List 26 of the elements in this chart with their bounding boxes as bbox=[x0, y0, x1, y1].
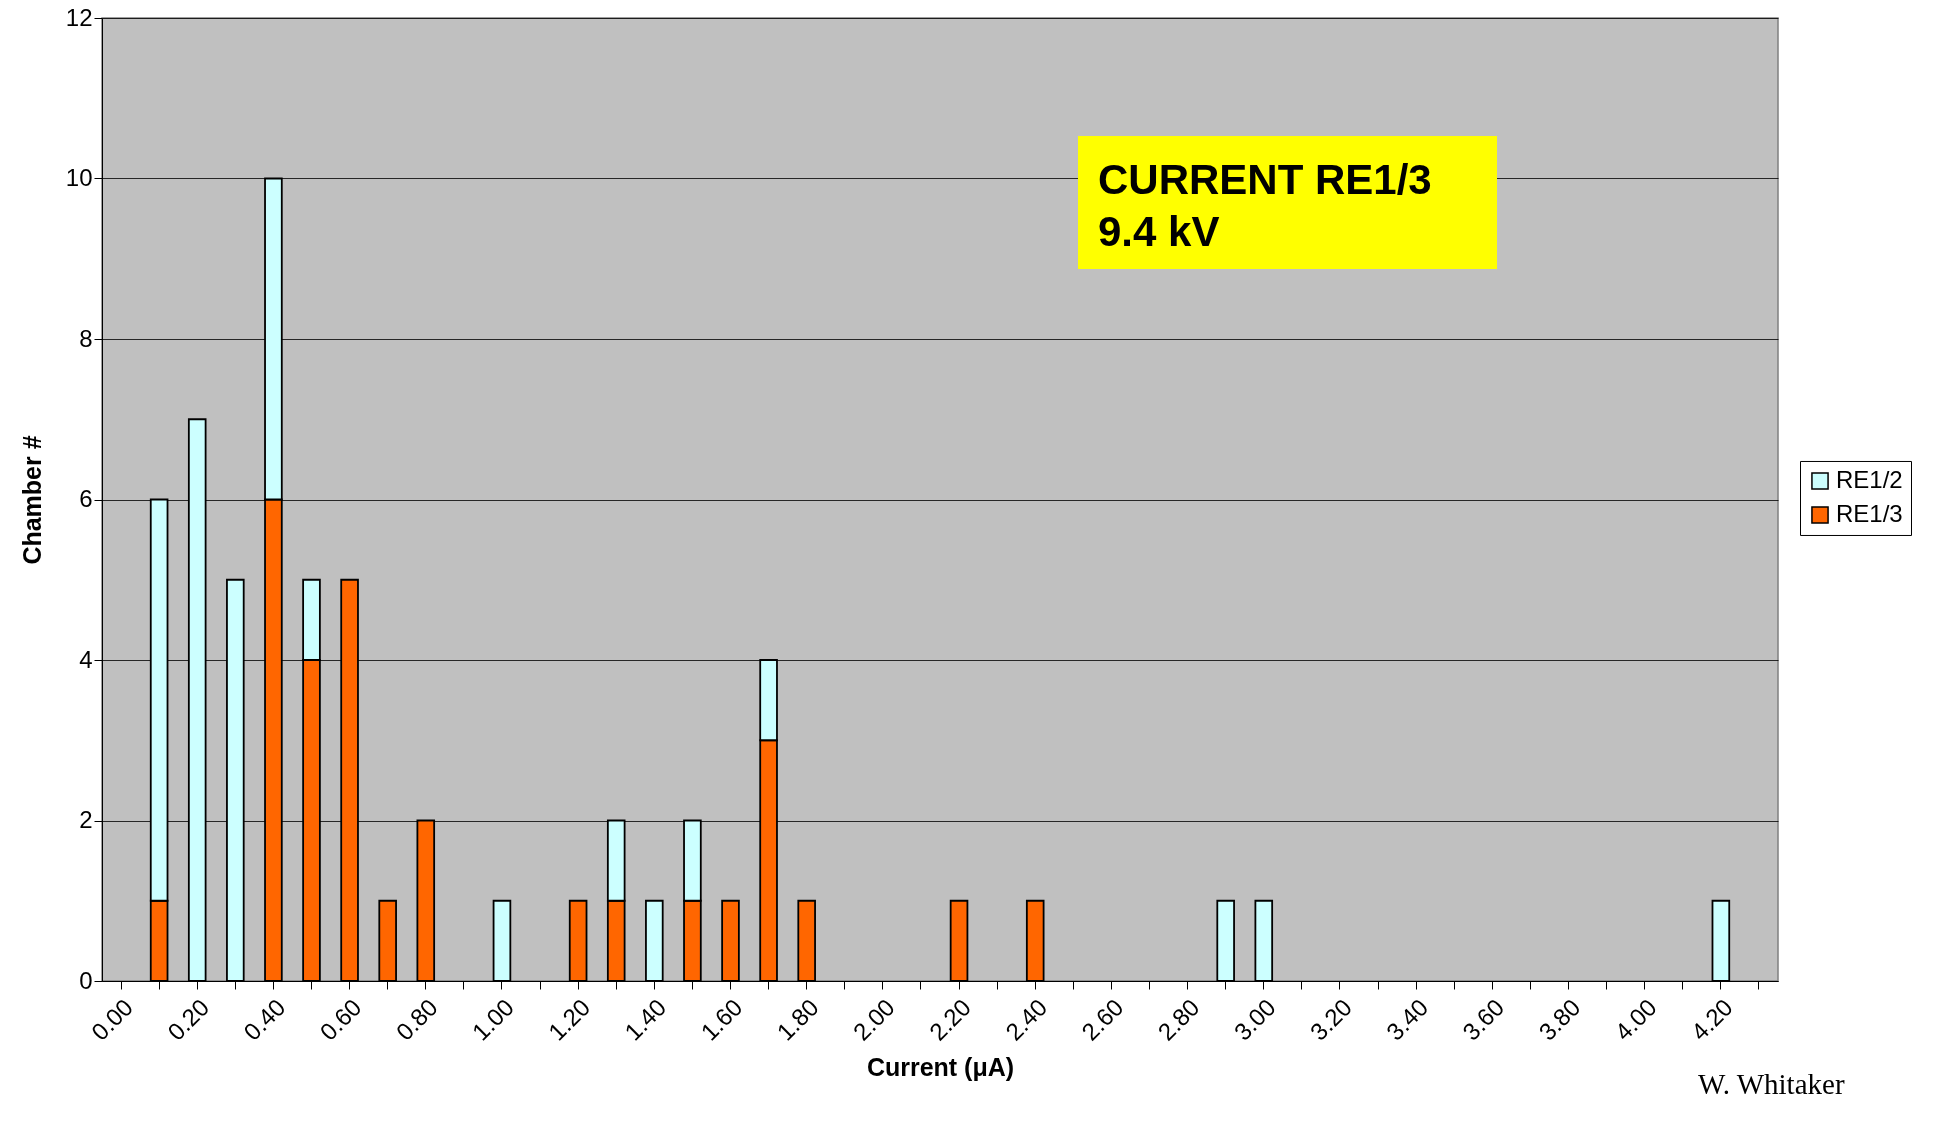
x-tick-label: 4.20 bbox=[1685, 993, 1738, 1046]
y-axis-title: Chamber # bbox=[17, 435, 46, 565]
x-tick-label: 3.00 bbox=[1228, 993, 1281, 1046]
x-tick-label: 0.00 bbox=[85, 993, 139, 1046]
x-axis-title: Current (μA) bbox=[866, 1052, 1015, 1081]
y-tick-label: 10 bbox=[65, 164, 93, 191]
x-tick-label: 3.20 bbox=[1304, 993, 1357, 1046]
x-tick-label: 0.80 bbox=[390, 993, 443, 1046]
x-tick-label: 3.40 bbox=[1380, 993, 1434, 1046]
y-tick-label: 8 bbox=[79, 324, 93, 352]
y-tick-label: 12 bbox=[65, 3, 93, 31]
x-tick-label: 0.20 bbox=[162, 993, 215, 1046]
text: 9.4 kV bbox=[1098, 207, 1221, 257]
text: W. Whitaker bbox=[1698, 1068, 1845, 1101]
x-tick-label: 0.60 bbox=[314, 993, 367, 1046]
text: CURRENT RE1/3 bbox=[1098, 155, 1433, 205]
y-tick-label: 4 bbox=[79, 645, 93, 673]
x-tick-label: 4.00 bbox=[1609, 993, 1662, 1046]
y-tick-label: 0 bbox=[79, 966, 93, 994]
legend-label: RE1/2 bbox=[1836, 465, 1903, 493]
x-tick-label: 3.60 bbox=[1457, 993, 1510, 1046]
y-tick-label: 6 bbox=[79, 485, 93, 512]
x-tick-label: 0.40 bbox=[238, 993, 291, 1046]
x-tick-label: 3.80 bbox=[1533, 993, 1586, 1046]
legend-label: RE1/3 bbox=[1836, 499, 1903, 527]
y-tick-label: 2 bbox=[79, 806, 93, 833]
